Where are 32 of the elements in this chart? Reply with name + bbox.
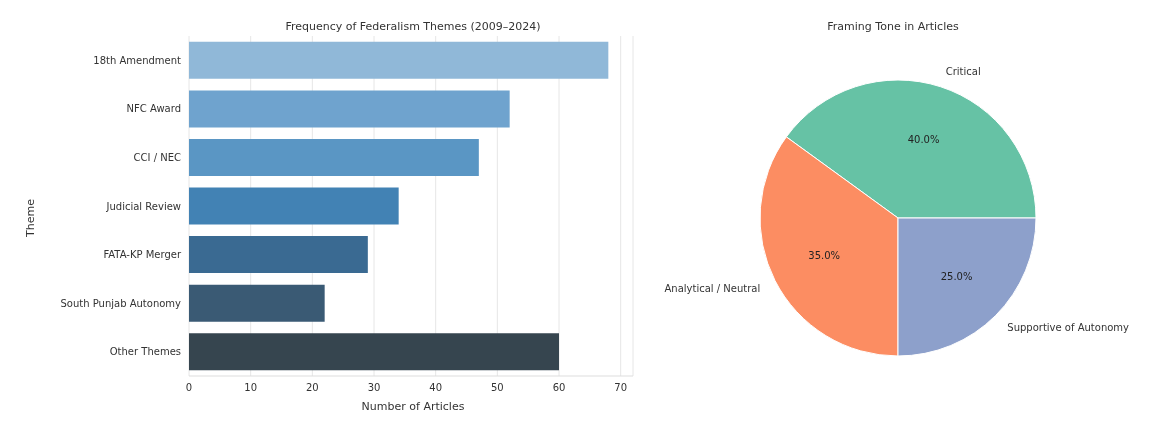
bar	[189, 236, 368, 274]
y-tick-label: NFC Award	[126, 103, 181, 115]
bar	[189, 284, 325, 322]
bar	[189, 90, 510, 128]
slice-label: Critical	[945, 65, 981, 77]
data-label: 40.0%	[907, 133, 940, 145]
y-tick-label: CCI / NEC	[133, 151, 182, 163]
x-tick-label: 10	[244, 382, 258, 394]
slice-label: Analytical / Neutral	[664, 282, 761, 294]
data-label: 35.0%	[808, 250, 841, 262]
x-tick-label: 60	[552, 382, 566, 394]
y-tick-label: Other Themes	[109, 346, 181, 358]
x-tick-label: 50	[490, 382, 504, 394]
y-tick-label: FATA-KP Merger	[103, 249, 182, 261]
bar	[189, 187, 399, 225]
x-tick-label: 70	[614, 382, 628, 394]
bar	[189, 138, 479, 176]
data-label: 25.0%	[940, 271, 973, 283]
chart-title: Framing Tone in Articles	[826, 20, 960, 33]
x-tick-label: 20	[305, 382, 319, 394]
x-axis-title: Number of Articles	[360, 400, 466, 413]
y-tick-label: South Punjab Autonomy	[60, 297, 182, 309]
y-tick-label: Judicial Review	[105, 200, 181, 212]
chart-title: Frequency of Federalism Themes (2009–2024)	[284, 20, 542, 33]
bar	[189, 333, 559, 371]
x-tick-label: 30	[367, 382, 381, 394]
slice-label: Supportive of Autonomy	[1007, 321, 1130, 333]
y-tick-label: 18th Amendment	[93, 54, 182, 66]
bar	[189, 41, 609, 79]
x-tick-label: 0	[185, 382, 193, 394]
x-tick-label: 40	[429, 382, 443, 394]
y-axis-title: Theme	[23, 199, 37, 237]
